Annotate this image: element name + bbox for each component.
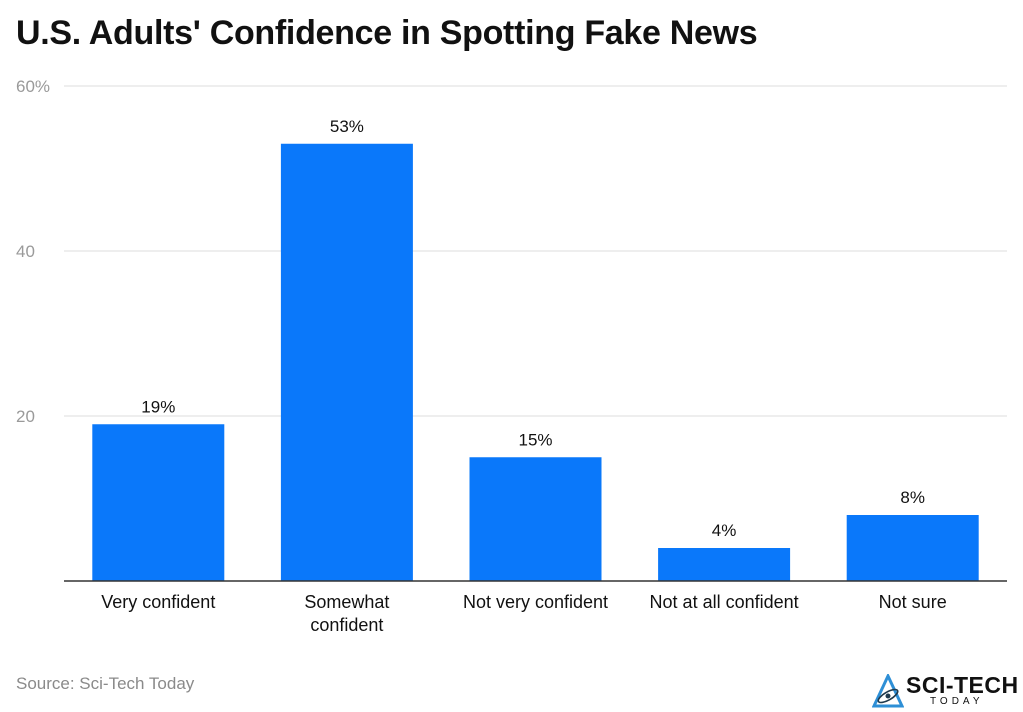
logo-subtext: TODAY <box>930 696 984 707</box>
bar <box>469 457 602 581</box>
bar-chart: 20 40 60% 19% Very confident 53% Somewhat confi… <box>16 77 1007 635</box>
data-label: 53% <box>330 117 364 136</box>
data-label: 19% <box>141 397 175 416</box>
bar <box>658 548 791 581</box>
y-tick-label: 40 <box>16 242 35 261</box>
x-tick-label: Somewhat <box>304 592 389 612</box>
data-label: 15% <box>518 430 552 449</box>
x-tick-label: Not sure <box>879 592 947 612</box>
bar <box>280 143 413 581</box>
y-tick-label: 60% <box>16 77 50 96</box>
source-note: Source: Sci-Tech Today <box>16 674 195 693</box>
bar <box>846 515 979 581</box>
data-label: 8% <box>900 488 925 507</box>
data-label: 4% <box>712 521 737 540</box>
x-tick-label: Not at all confident <box>650 592 799 612</box>
atom-triangle-icon <box>872 674 904 708</box>
bar <box>92 424 225 581</box>
chart-title: U.S. Adults' Confidence in Spotting Fake… <box>16 14 758 52</box>
x-tick-label: Very confident <box>101 592 215 612</box>
y-tick-label: 20 <box>16 407 35 426</box>
x-tick-label: confident <box>310 615 383 635</box>
x-tick-label: Not very confident <box>463 592 608 612</box>
brand-logo: SCI-TECH TODAY <box>872 672 1022 710</box>
logo-text: SCI-TECH <box>906 672 1019 698</box>
